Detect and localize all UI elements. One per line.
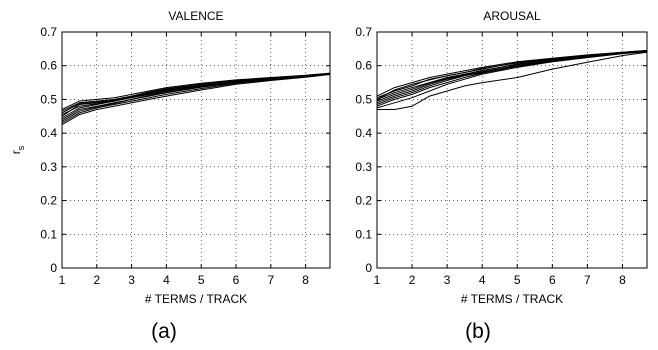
chart-panel-arousal: 1 2 3 4 5 6 7 8 0 0.1 0.2 0.3 0.4 0.5 0.6 0.7 AROUSAL #… (355, 9, 648, 343)
y-tick-label: 0.7 (40, 25, 57, 39)
y-tick-label: 0.6 (40, 59, 57, 73)
series-line-10 (61, 73, 331, 114)
y-tick-label: 0.1 (40, 227, 57, 241)
x-axis-label: # TERMS / TRACK (461, 292, 563, 306)
y-tick-label: 0.5 (355, 92, 372, 106)
x-tick-label: 7 (267, 273, 274, 287)
x-tick-label: 1 (374, 273, 381, 287)
series-line-8 (376, 50, 648, 105)
ticks: 1 2 3 4 5 6 7 8 0 0.1 0.2 0.3 0.4 0.5 0.6 0.7 (40, 25, 330, 287)
x-tick-label: 4 (479, 273, 486, 287)
chart-title: AROUSAL (483, 9, 541, 23)
series-group (376, 50, 648, 110)
axes-box (61, 31, 331, 269)
x-tick-label: 4 (163, 273, 170, 287)
y-tick-label: 0.3 (355, 160, 372, 174)
series-line-8 (61, 73, 331, 119)
axes-box (376, 31, 648, 269)
y-tick-label: 0.4 (40, 126, 57, 140)
y-tick-label: 0.2 (355, 194, 372, 208)
grid (377, 32, 647, 268)
y-tick-label: 0.5 (40, 92, 57, 106)
y-tick-label: 0.1 (355, 227, 372, 241)
y-tick-label: 0.7 (355, 25, 372, 39)
x-tick-label: 5 (514, 273, 521, 287)
series-line-9 (376, 50, 648, 100)
y-axis-label-subscript: s (16, 145, 26, 150)
x-tick-label: 1 (59, 273, 66, 287)
y-axis-label-main: r (9, 150, 23, 154)
x-tick-label: 5 (198, 273, 205, 287)
series-line-10 (376, 51, 648, 109)
y-tick-label: 0 (50, 261, 57, 275)
chart-panel-valence: 1 2 3 4 5 6 7 8 0 0.1 0.2 0.3 0.4 0.5 0.6 0.7 VALENCE #… (9, 9, 331, 343)
series-line-6 (61, 72, 331, 110)
series-group (61, 72, 331, 126)
plot-area (377, 32, 647, 268)
y-tick-label: 0.6 (355, 59, 372, 73)
x-tick-label: 3 (128, 273, 135, 287)
series-line-5 (61, 74, 331, 126)
x-tick-label: 7 (584, 273, 591, 287)
x-axis-label: # TERMS / TRACK (145, 292, 247, 306)
x-tick-label: 6 (549, 273, 556, 287)
grid (62, 32, 330, 268)
y-tick-label: 0.3 (40, 160, 57, 174)
x-tick-label: 2 (93, 273, 100, 287)
ticks: 1 2 3 4 5 6 7 8 0 0.1 0.2 0.3 0.4 0.5 0.6 0.7 (355, 25, 647, 287)
series-line-6 (376, 50, 648, 97)
chart-title: VALENCE (168, 9, 223, 23)
series-line-5 (377, 51, 648, 110)
x-tick-label: 8 (302, 273, 309, 287)
series-line-9 (61, 73, 331, 122)
plot-area (62, 32, 330, 268)
y-axis-label: rs (9, 145, 26, 154)
y-tick-label: 0 (365, 261, 372, 275)
panel-caption: (b) (465, 320, 491, 343)
x-tick-label: 2 (409, 273, 416, 287)
x-tick-label: 6 (233, 273, 240, 287)
y-tick-label: 0.2 (40, 194, 57, 208)
x-tick-label: 3 (444, 273, 451, 287)
x-tick-label: 8 (619, 273, 626, 287)
panel-caption: (a) (151, 320, 177, 343)
y-tick-label: 0.4 (355, 126, 372, 140)
